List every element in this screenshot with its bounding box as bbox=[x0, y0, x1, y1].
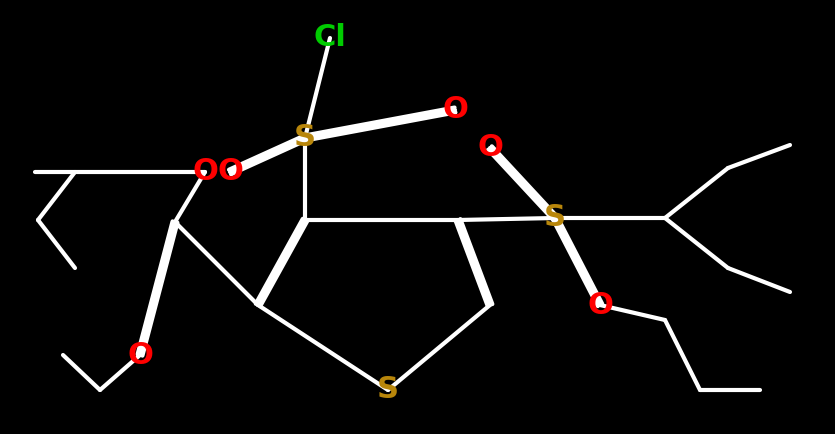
Text: O: O bbox=[217, 158, 243, 187]
Text: Cl: Cl bbox=[314, 23, 347, 53]
Text: S: S bbox=[377, 375, 399, 404]
Text: O: O bbox=[587, 290, 613, 319]
Text: O: O bbox=[192, 158, 218, 187]
Text: S: S bbox=[294, 124, 316, 152]
Text: O: O bbox=[442, 95, 468, 125]
Text: S: S bbox=[544, 204, 566, 233]
Text: O: O bbox=[477, 134, 503, 162]
Text: O: O bbox=[127, 341, 153, 369]
